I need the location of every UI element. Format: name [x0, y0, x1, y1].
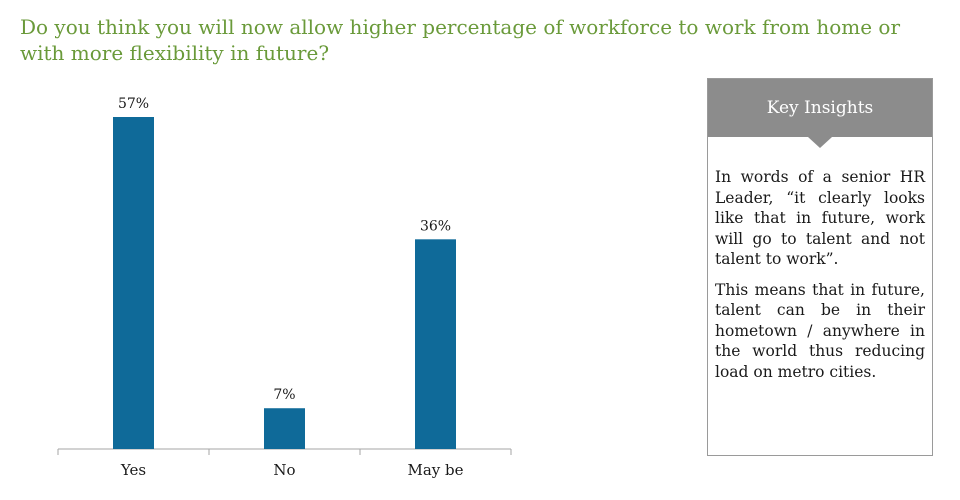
category-label-may-be: May be	[407, 461, 463, 479]
data-label-yes: 57%	[118, 96, 149, 112]
bar-no	[264, 408, 305, 449]
key-insights-title: Key Insights	[766, 98, 874, 118]
bar-yes	[113, 117, 154, 449]
category-label-no: No	[273, 461, 295, 479]
question-title: Do you think you will now allow higher p…	[20, 15, 901, 65]
key-insights-panel: Key Insights In words of a senior HR Lea…	[707, 78, 933, 456]
key-insights-body: In words of a senior HR Leader, “it clea…	[708, 137, 932, 382]
header-pointer-arrow	[808, 137, 832, 148]
bar-may-be	[415, 239, 456, 449]
category-label-yes: Yes	[120, 461, 146, 479]
x-axis	[57, 448, 512, 455]
key-insights-header: Key Insights	[708, 79, 932, 148]
bars: 57% Yes 7% No 36% May be	[113, 96, 464, 479]
insight-paragraph-conclusion: This means that in future, talent can be…	[715, 280, 925, 381]
insight-paragraph-quote: In words of a senior HR Leader, “it clea…	[715, 168, 925, 268]
data-label-no: 7%	[273, 387, 295, 403]
data-label-may-be: 36%	[420, 218, 451, 234]
